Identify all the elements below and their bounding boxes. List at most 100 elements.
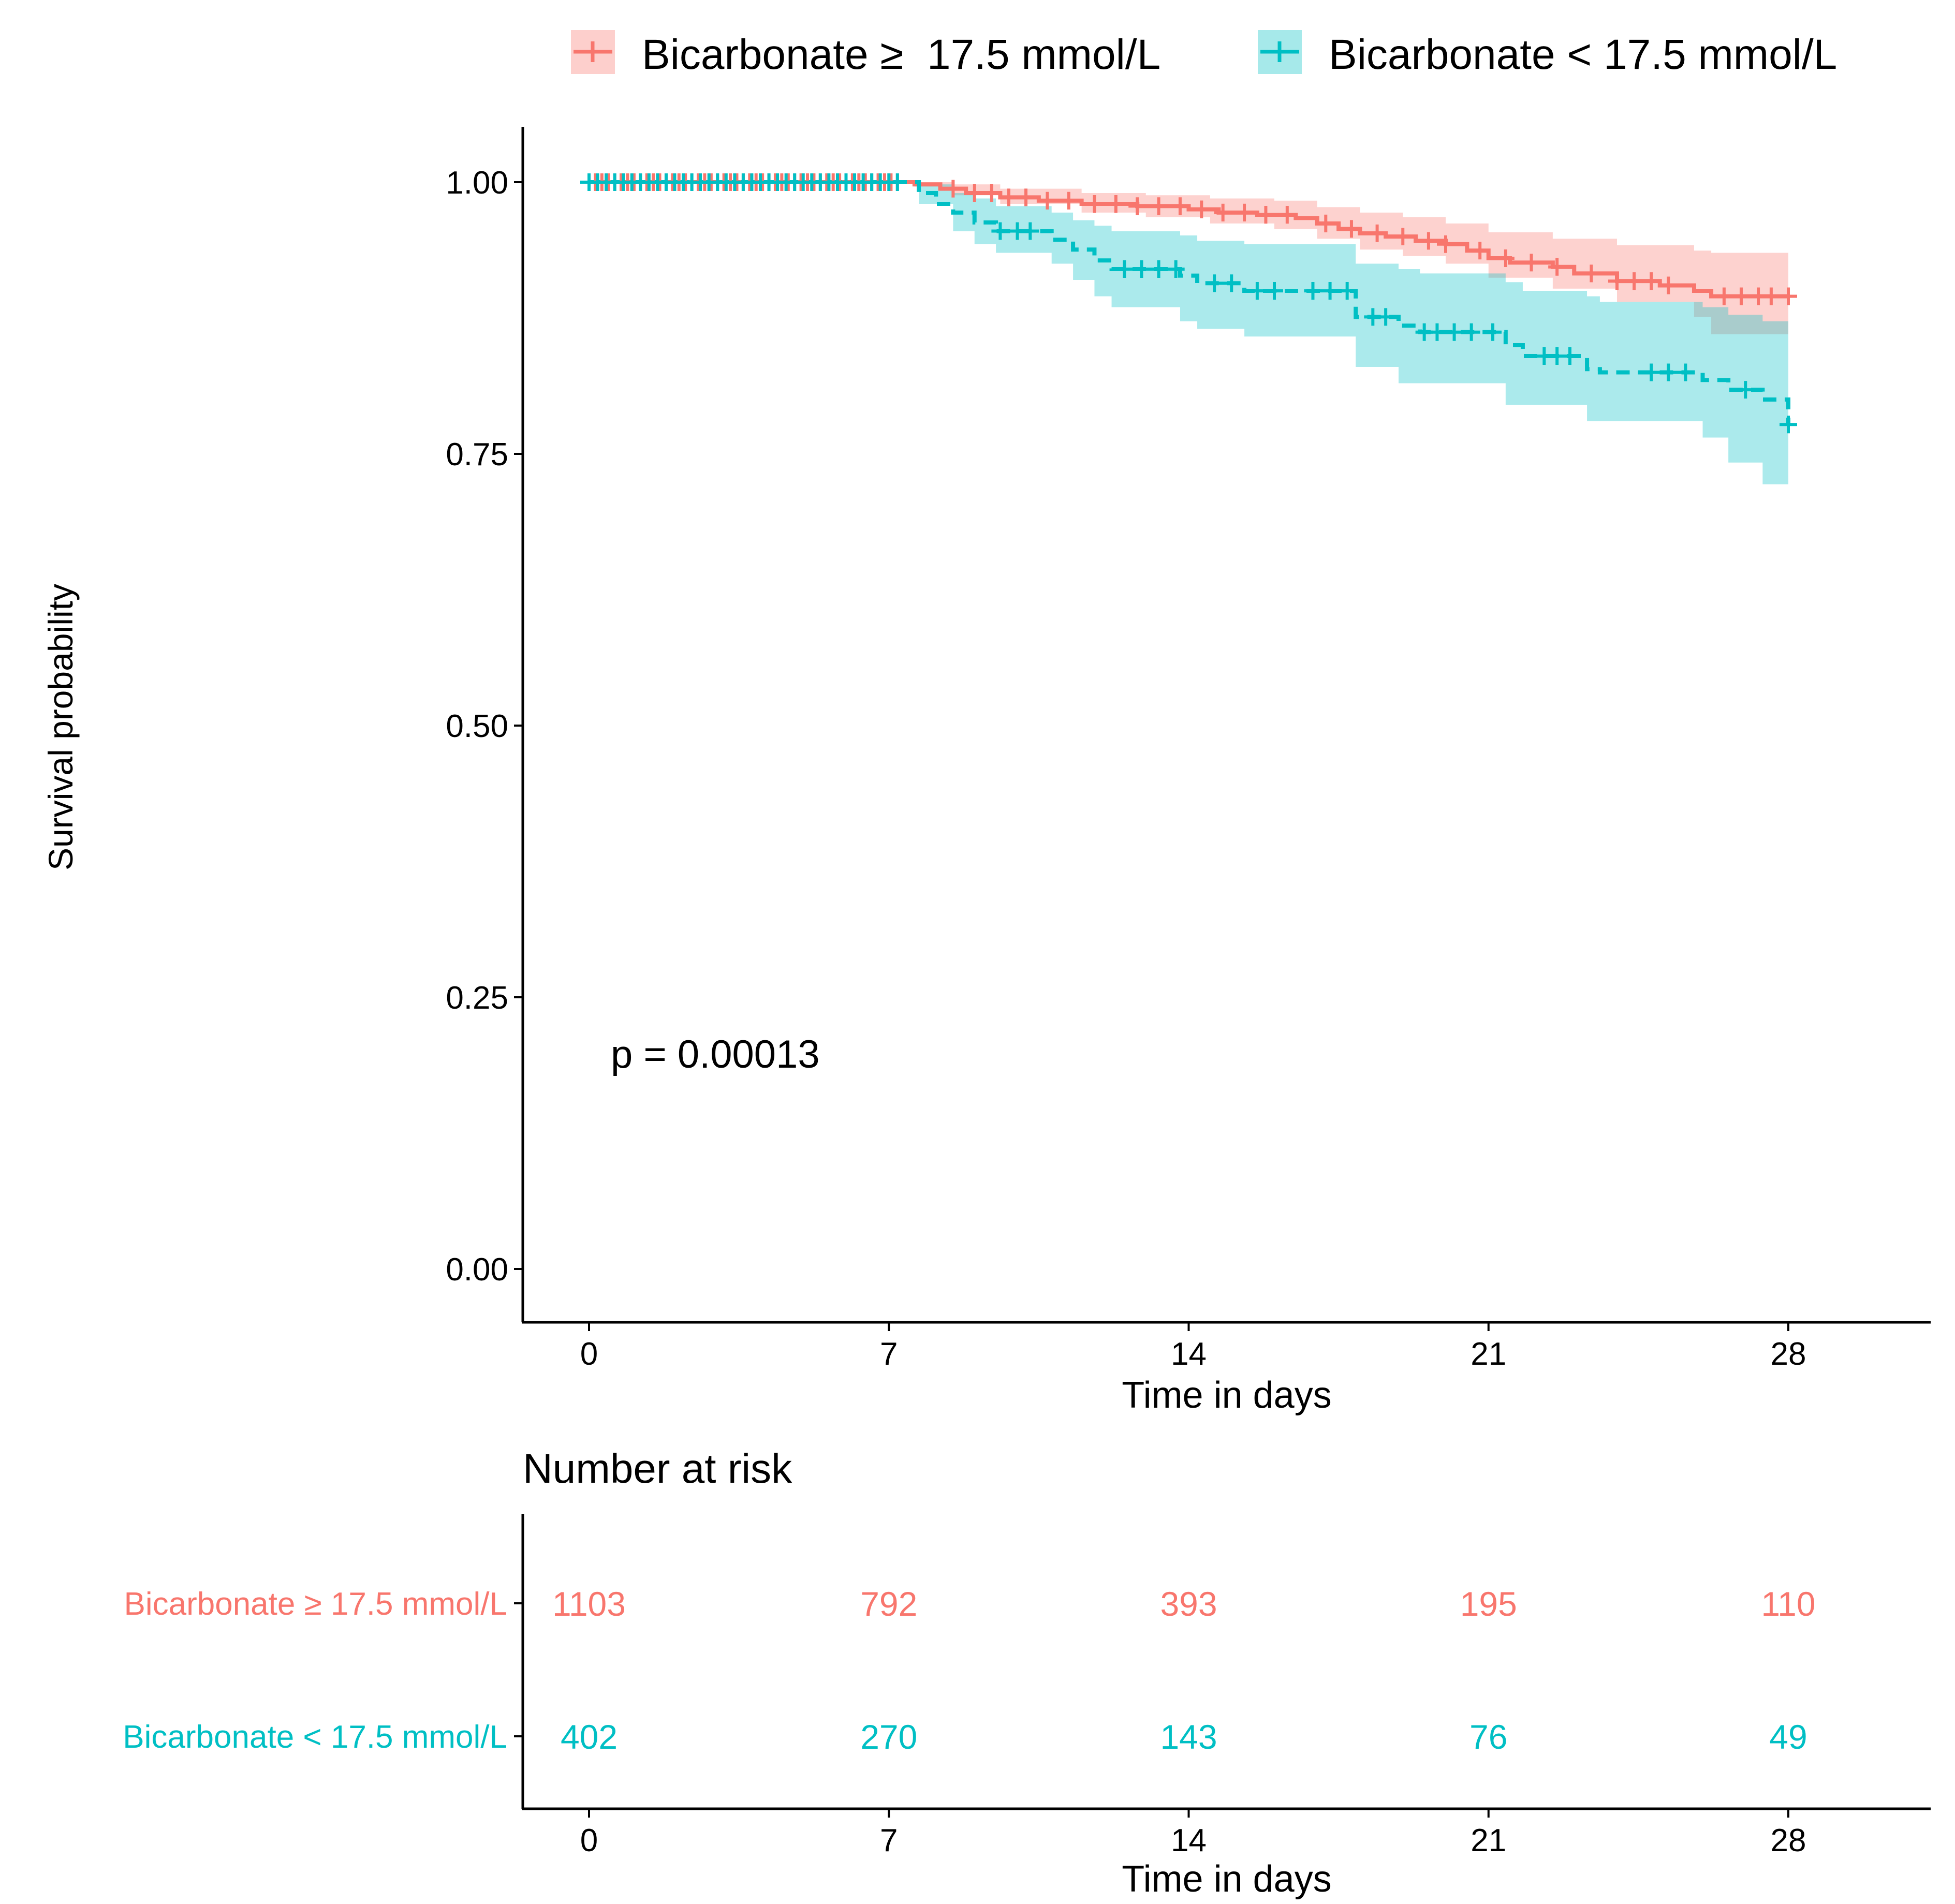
censor-mark-high (1214, 203, 1232, 222)
x-axis-ticks: 0 7 14 21 28 (580, 1322, 1806, 1372)
censor-mark-high (1419, 232, 1437, 250)
legend-label-high: Bicarbonate ≥ 17.5 mmol/L (642, 31, 1160, 78)
risk-value: 393 (1160, 1585, 1217, 1623)
legend-item-high[interactable]: Bicarbonate ≥ 17.5 mmol/L (571, 30, 1160, 78)
censor-mark-high (1642, 272, 1660, 290)
y-axis-label: Survival probability (41, 584, 80, 870)
censor-mark-low (1150, 260, 1168, 278)
confidence-band-high (589, 182, 1788, 334)
censor-mark-low (1659, 363, 1678, 381)
censor-mark-high (1107, 195, 1125, 213)
x-axis-label: Time in days (1122, 1375, 1331, 1416)
censor-mark-high (1317, 214, 1335, 232)
p-value-annotation: p = 0.00013 (611, 1032, 820, 1076)
censor-mark-high (1471, 242, 1489, 260)
censor-marks (580, 173, 1797, 434)
confidence-band-low (589, 182, 1788, 508)
censor-mark-low (1484, 323, 1502, 341)
censor-mark-high (1437, 235, 1454, 253)
censor-mark-low (1677, 363, 1695, 381)
confidence-bands (589, 182, 1788, 508)
x-tick-label: 14 (1171, 1823, 1207, 1858)
risk-table-rows: Bicarbonate ≥ 17.5 mmol/L 1103 792 393 195 11… (123, 1585, 1815, 1756)
censor-mark-high (965, 184, 983, 202)
x-tick-label: 28 (1771, 1336, 1806, 1372)
risk-value: 1103 (552, 1585, 626, 1623)
censor-mark-high (1659, 276, 1678, 294)
survival-plot: 0.00 0.25 0.50 0.75 1.00 0 7 14 21 28 Survival p… (41, 127, 1931, 1416)
censor-mark-high (1128, 197, 1146, 215)
censor-mark-high (1715, 287, 1733, 305)
censor-mark-low (1248, 282, 1266, 300)
censor-mark-high (1171, 197, 1189, 215)
censor-mark-high (1085, 195, 1104, 213)
censor-mark-low (1167, 260, 1185, 278)
censor-mark-low (1021, 222, 1039, 240)
censor-mark-low (1133, 260, 1151, 278)
survival-curve-low[interactable] (589, 180, 1790, 425)
censor-mark-high (1278, 206, 1296, 224)
censor-mark-high (982, 184, 1001, 202)
censor-mark-high (1236, 203, 1254, 222)
censor-mark-low (1445, 323, 1463, 341)
risk-value: 792 (860, 1585, 917, 1623)
censor-mark-low (1321, 282, 1339, 300)
legend-item-low[interactable]: Bicarbonate < 17.5 mmol/L (1258, 30, 1837, 78)
y-tick-label: 0.25 (446, 980, 508, 1016)
censor-mark-high (1762, 287, 1780, 305)
risk-value: 49 (1769, 1718, 1807, 1756)
censor-mark-high (1150, 197, 1168, 215)
censor-mark-high (1060, 191, 1078, 210)
censor-mark-low (991, 222, 1009, 240)
censor-mark-high (1368, 224, 1386, 242)
censor-mark-low (1377, 308, 1395, 326)
risk-table-title: Number at risk (523, 1445, 792, 1492)
censor-mark-high (1193, 200, 1211, 218)
y-axis-ticks: 0.00 0.25 0.50 0.75 1.00 (446, 165, 523, 1288)
censor-mark-high (1342, 220, 1360, 238)
censor-mark-low (888, 173, 906, 191)
x-tick-label: 7 (880, 1823, 898, 1858)
y-tick-label: 0.50 (446, 709, 508, 744)
x-tick-label: 7 (880, 1336, 898, 1372)
censor-mark-low (1428, 323, 1446, 341)
risk-value: 402 (561, 1718, 618, 1756)
risk-value: 270 (860, 1718, 917, 1756)
y-tick-label: 0.75 (446, 437, 508, 473)
risk-x-axis-label: Time in days (1122, 1858, 1331, 1900)
censor-mark-high (999, 188, 1018, 206)
censor-mark-high (1496, 249, 1515, 267)
censor-mark-high (1038, 191, 1056, 210)
censor-mark-high (1582, 264, 1600, 283)
censor-mark-low (1115, 260, 1134, 278)
risk-row-label: Bicarbonate ≥ 17.5 mmol/L (124, 1586, 507, 1622)
censor-mark-low (1737, 381, 1755, 399)
x-tick-label: 0 (580, 1336, 598, 1372)
risk-value: 110 (1761, 1585, 1815, 1623)
legend-label-low: Bicarbonate < 17.5 mmol/L (1329, 31, 1837, 78)
risk-value: 143 (1160, 1718, 1217, 1756)
y-tick-label: 1.00 (446, 165, 508, 201)
censor-mark-high (1257, 206, 1275, 224)
censor-mark-high (1732, 287, 1750, 305)
censor-mark-high (1548, 258, 1566, 276)
x-tick-label: 0 (580, 1823, 598, 1858)
x-tick-label: 14 (1171, 1336, 1207, 1372)
censor-mark-high (1608, 272, 1626, 290)
censor-mark-low (1561, 347, 1579, 365)
risk-x-axis-ticks: 0 7 14 21 28 (580, 1809, 1806, 1858)
censor-mark-low (1462, 323, 1480, 341)
censor-mark-high (1780, 287, 1797, 305)
censor-mark-high (1394, 228, 1412, 245)
censor-mark-high (1017, 188, 1035, 206)
risk-value: 195 (1460, 1585, 1517, 1623)
censor-mark-low (1780, 416, 1797, 434)
legend: Bicarbonate ≥ 17.5 mmol/L Bicarbonate < … (571, 30, 1837, 78)
risk-value: 76 (1469, 1718, 1507, 1756)
censor-mark-low (1206, 274, 1224, 292)
censor-mark-high (1625, 272, 1643, 290)
y-tick-label: 0.00 (446, 1252, 508, 1288)
censor-mark-low (1304, 282, 1322, 300)
censor-mark-low (1266, 282, 1283, 300)
